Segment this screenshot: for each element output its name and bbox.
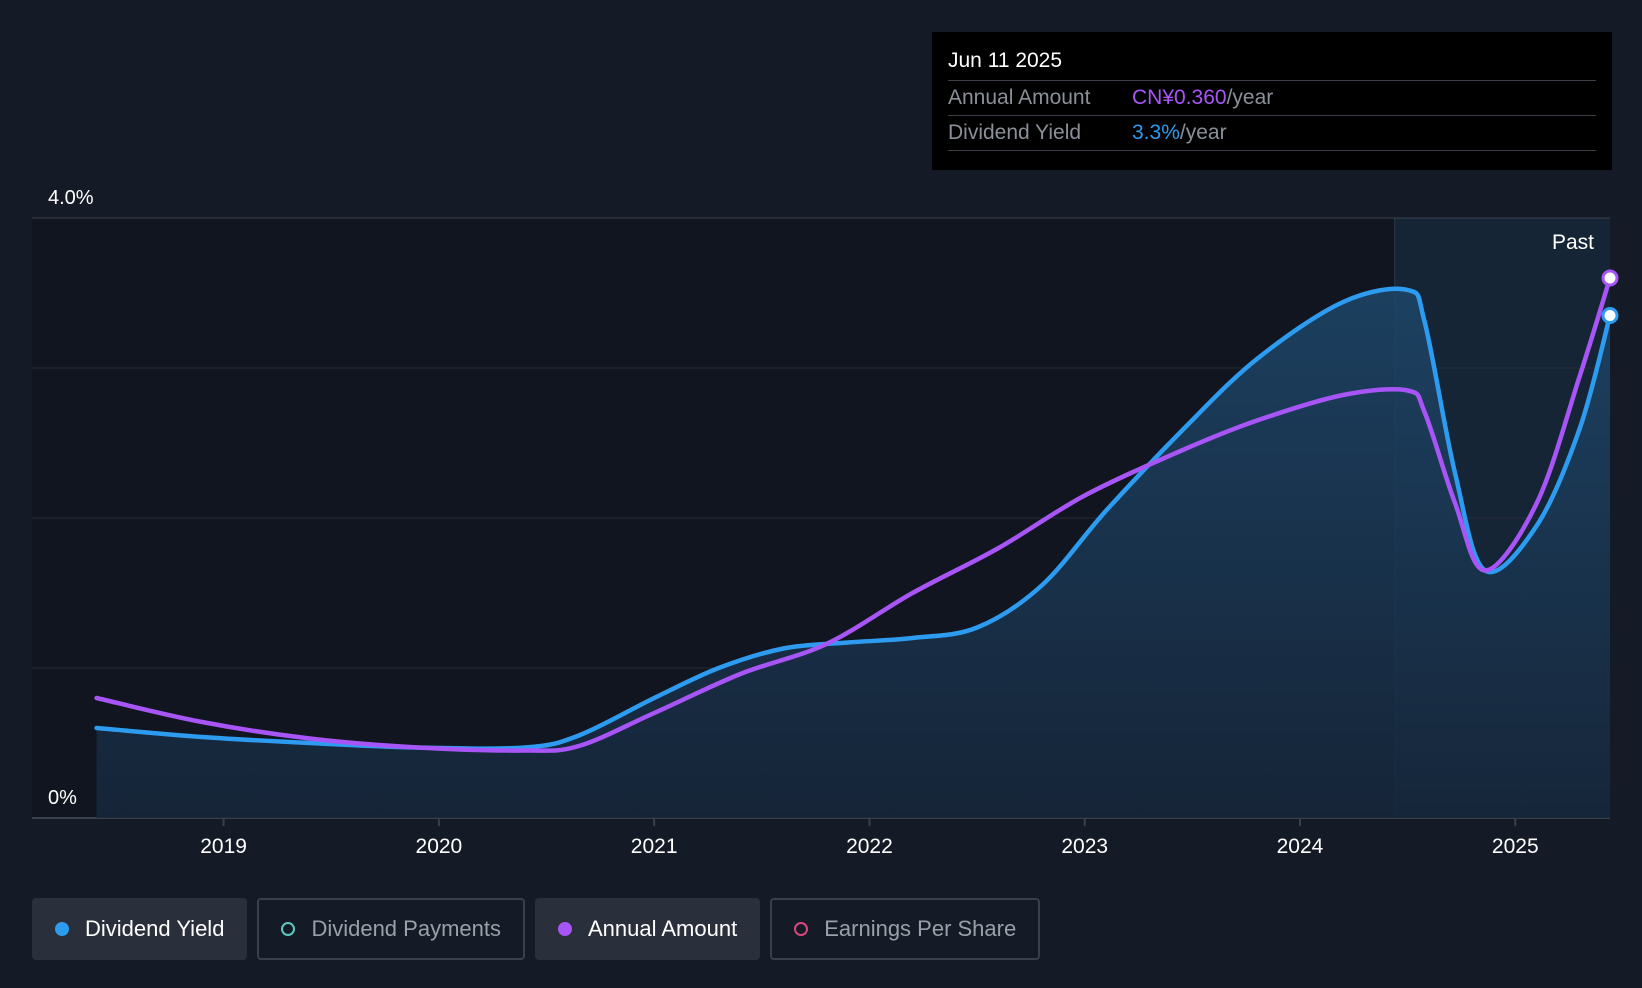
tooltip-unit: /year	[1179, 121, 1227, 144]
legend-annual-amount[interactable]: Annual Amount	[534, 898, 761, 960]
y-tick-label: 4.0%	[48, 187, 94, 209]
dot-icon	[55, 922, 69, 936]
legend: Dividend Yield Dividend Payments Annual …	[32, 898, 1041, 960]
legend-dividend-yield[interactable]: Dividend Yield	[32, 898, 248, 960]
legend-label: Earnings Per Share	[824, 916, 1017, 941]
tooltip-unit: /year	[1226, 86, 1274, 109]
ring-icon	[281, 922, 296, 936]
legend-label: Dividend Yield	[85, 916, 225, 941]
dividend-yield-end-point[interactable]	[1601, 307, 1619, 324]
x-tick-label: 2024	[1277, 835, 1324, 858]
x-tick-label: 2025	[1492, 835, 1539, 858]
tooltip-value: CN¥0.360	[1132, 86, 1227, 109]
annual-amount-end-point[interactable]	[1601, 269, 1619, 287]
dot-icon	[557, 922, 572, 936]
tooltip-label: Annual Amount	[948, 86, 1091, 109]
tooltip: Jun 11 2025 Annual Amount CN¥0.360 /year…	[932, 32, 1612, 170]
tooltip-date: Jun 11 2025	[948, 49, 1063, 72]
tooltip-row-annual-amount: Annual Amount CN¥0.360 /year	[948, 80, 1596, 115]
tooltip-value: 3.3%	[1132, 121, 1180, 144]
tooltip-row-dividend-yield: Dividend Yield 3.3% /year	[948, 115, 1596, 151]
legend-dividend-payments[interactable]: Dividend Payments	[257, 898, 525, 960]
x-tick-label: 2020	[416, 835, 463, 858]
annual-amount-line	[94, 275, 1613, 753]
y-tick-label: 0%	[48, 787, 77, 809]
tooltip-label: Dividend Yield	[948, 121, 1082, 144]
legend-label: Dividend Payments	[311, 916, 501, 941]
x-tick-label: 2021	[631, 835, 678, 858]
legend-label: Annual Amount	[587, 916, 738, 941]
legend-earnings-per-share[interactable]: Earnings Per Share	[770, 898, 1041, 960]
x-tick-label: 2023	[1061, 835, 1108, 858]
past-label: Past	[1552, 231, 1594, 254]
x-tick-label: 2022	[846, 835, 893, 858]
x-tick-label: 2019	[200, 835, 247, 858]
ring-icon	[794, 922, 809, 936]
dividend-yield-area	[96, 288, 1611, 818]
